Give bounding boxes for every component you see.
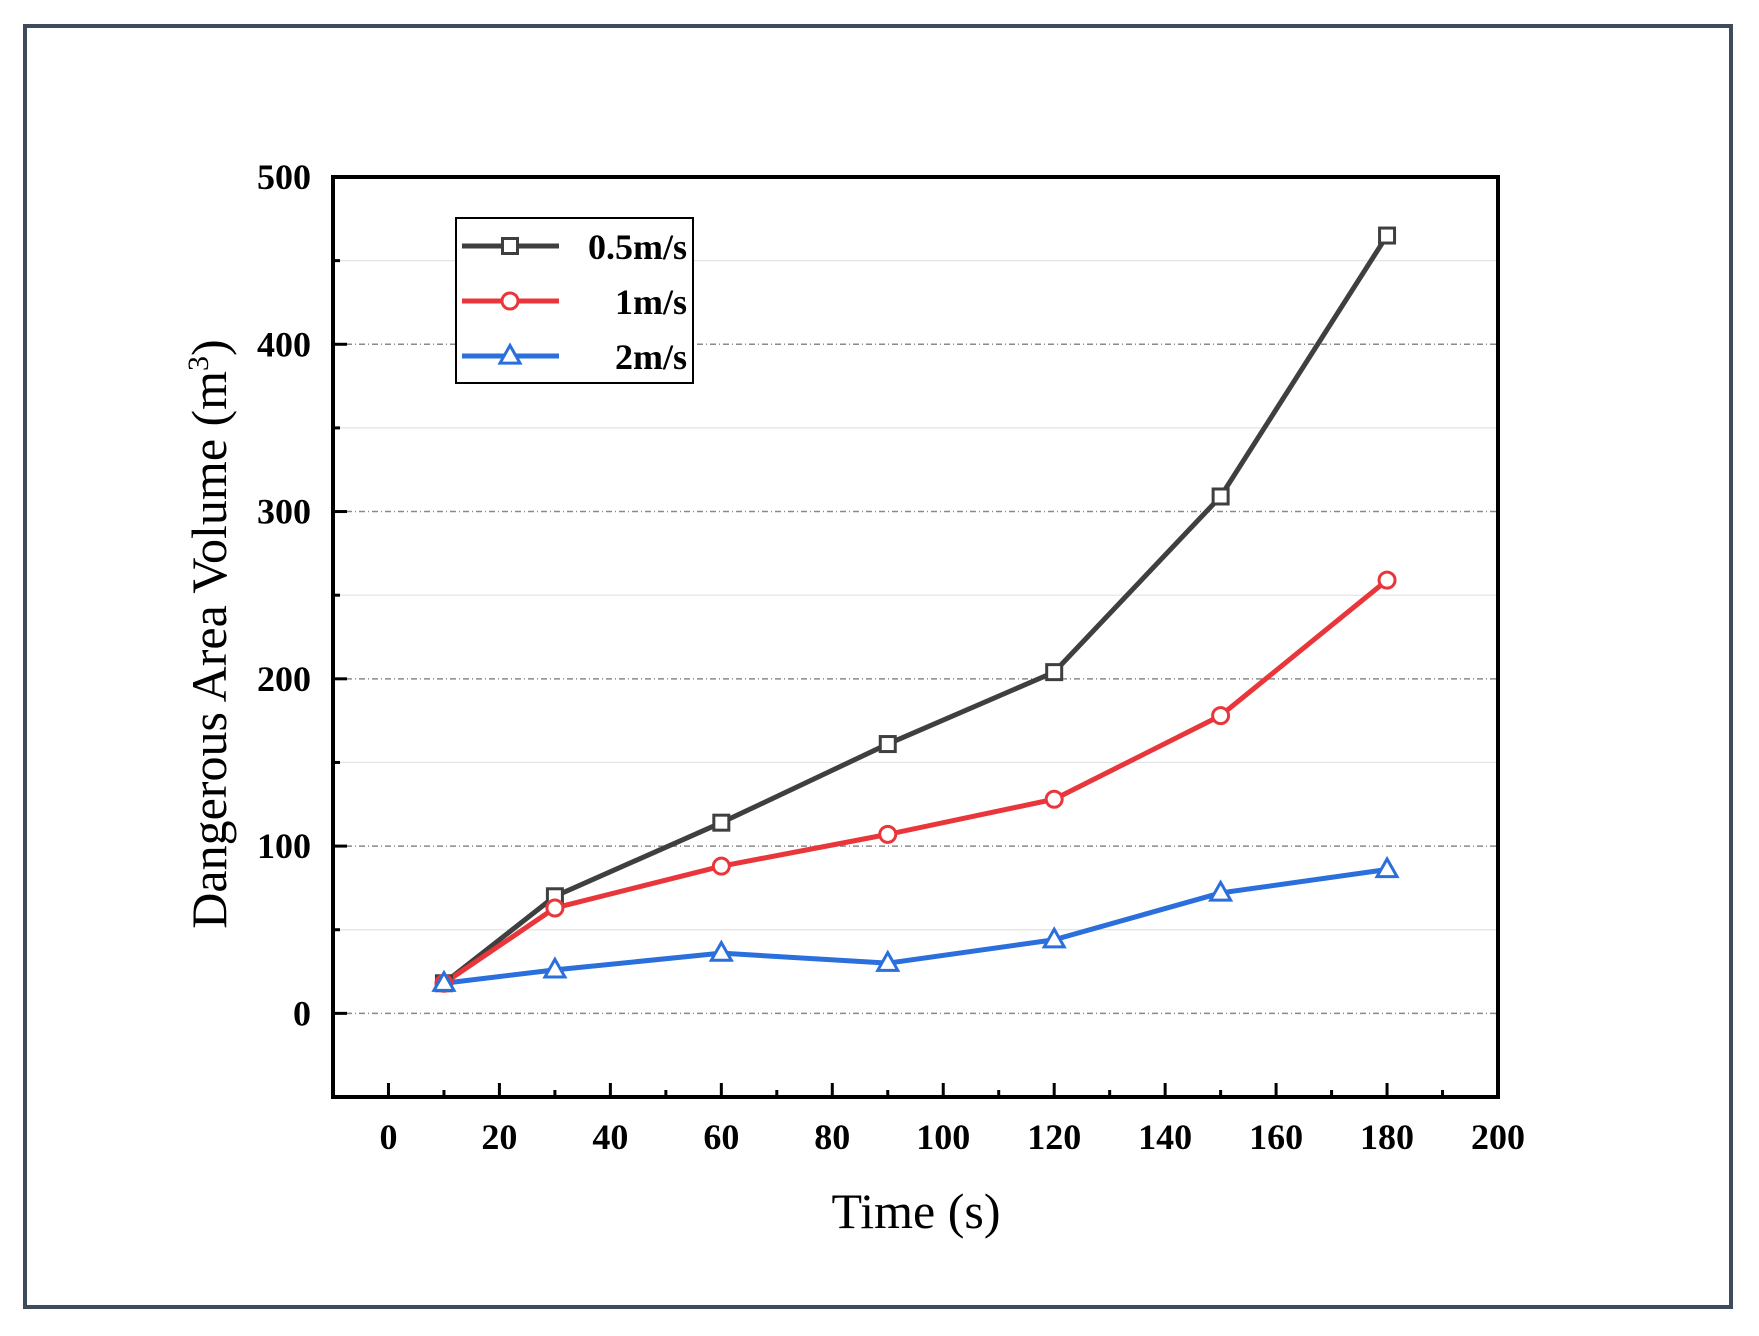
series-line-2 [443, 867, 1388, 986]
axes: 0 20 40 60 80 100 120 140 160 180 200 0 100 200 300 400… [257, 157, 1525, 1157]
y-axis-title-suffix: ) [181, 339, 237, 356]
legend-marker [497, 342, 523, 365]
data-point-series-1 [711, 856, 731, 876]
data-point-series-2 [1041, 926, 1067, 949]
y-tick-label: 300 [257, 492, 311, 532]
data-point-series-2 [708, 939, 734, 962]
data-point-series-1 [545, 898, 565, 918]
data-point-series-1 [1044, 789, 1064, 809]
data-point-series-2 [875, 949, 901, 972]
x-tick-label: 60 [703, 1117, 739, 1157]
x-axis-title: Time (s) [831, 1183, 1000, 1239]
legend-label: 0.5m/s [588, 227, 687, 267]
data-point-series-0 [1045, 663, 1064, 682]
x-tick-label: 0 [379, 1117, 397, 1157]
data-point-series-2 [542, 956, 568, 979]
data-point-series-1 [1211, 706, 1231, 726]
legend-marker [501, 237, 519, 255]
y-axis-title-superscript: 3 [182, 356, 215, 371]
data-point-series-0 [712, 813, 731, 832]
y-tick-label: 500 [257, 157, 311, 197]
x-tick-label: 40 [592, 1117, 628, 1157]
x-tick-label: 80 [814, 1117, 850, 1157]
data-point-series-2 [1208, 879, 1234, 902]
data-point-series-1 [878, 824, 898, 844]
data-point-series-0 [1378, 226, 1397, 245]
data-point-series-0 [878, 735, 897, 754]
data-point-series-2 [1374, 855, 1400, 879]
x-tick-label: 120 [1027, 1117, 1081, 1157]
plot-frame [331, 175, 1500, 1099]
y-axis-title-main: Dangerous Area Volume (m [181, 371, 237, 929]
series-markers [431, 226, 1400, 993]
legend: 0.5m/s 1m/s 2m/s [455, 217, 694, 384]
data-point-series-1 [1377, 570, 1397, 590]
x-tick-label: 20 [481, 1117, 517, 1157]
data-point-series-0 [1211, 487, 1230, 506]
x-tick-label: 140 [1138, 1117, 1192, 1157]
legend-label: 2m/s [615, 337, 687, 377]
y-tick-label: 0 [293, 993, 311, 1033]
data-point-series-2 [431, 969, 457, 992]
figure-frame [23, 24, 1733, 1309]
x-tick-label: 180 [1360, 1117, 1414, 1157]
x-tick-label: 200 [1471, 1117, 1525, 1157]
y-tick-label: 100 [257, 826, 311, 866]
x-tick-label: 100 [916, 1117, 970, 1157]
y-tick-label: 200 [257, 659, 311, 699]
y-tick-label: 400 [257, 324, 311, 364]
y-axis-title: Dangerous Area Volume (m3) [181, 339, 237, 928]
legend-label: 1m/s [615, 282, 687, 322]
x-tick-label: 160 [1249, 1117, 1303, 1157]
legend-marker [500, 291, 520, 311]
series-line-1 [442, 578, 1389, 986]
